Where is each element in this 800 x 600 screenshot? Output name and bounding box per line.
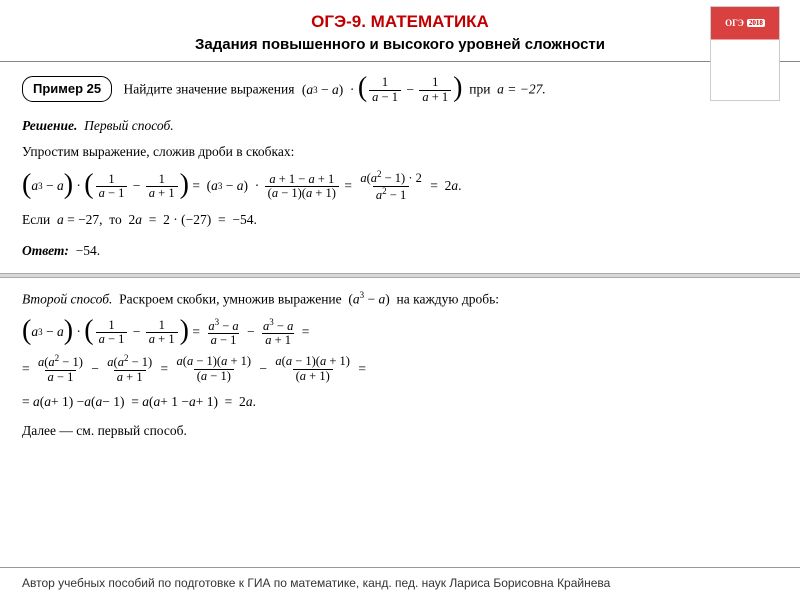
header-subtitle: Задания повышенного и высокого уровней с… xyxy=(20,36,780,53)
task-value: a = −27. xyxy=(497,81,546,96)
answer-line: Ответ: −54. xyxy=(22,240,778,263)
section-divider xyxy=(0,273,800,278)
frac-den: a − 1 xyxy=(369,90,401,105)
book-cover-thumbnail: ОГЭ 2018 xyxy=(710,6,780,101)
dalee-line: Далее — см. первый способ. xyxy=(22,420,778,443)
frac-num: 1 xyxy=(429,76,441,90)
example-badge: Пример 25 xyxy=(22,76,112,102)
equation-2b: = a(a2 − 1)a − 1 − a(a2 − 1)a + 1 = a(a … xyxy=(22,354,778,385)
header-title: ОГЭ-9. МАТЕМАТИКА xyxy=(20,12,780,32)
book-year: 2018 xyxy=(747,19,765,27)
equation-1: (a3 − a) · ( 1a − 1 − 1a + 1 ) = (a3 − a… xyxy=(22,170,778,203)
answer-label: Ответ: xyxy=(22,243,69,258)
frac-den: a + 1 xyxy=(419,90,451,105)
book-badge: ОГЭ xyxy=(725,18,744,28)
solution-heading: Решение. Первый способ. xyxy=(22,115,778,138)
equation-2c: = a(a + 1) − a(a − 1) = a(a + 1 − a + 1)… xyxy=(22,391,778,414)
frac-num: 1 xyxy=(379,76,391,90)
content-area: Пример 25 Найдите значение выражения (a3… xyxy=(0,62,800,457)
task-expression: (a3 − a) · ( 1a − 1 − 1a + 1 ) xyxy=(302,76,463,105)
example-task: Пример 25 Найдите значение выражения (a3… xyxy=(22,76,778,105)
footer-text: Автор учебных пособий по подготовке к ГИ… xyxy=(22,576,610,590)
method2-desc-b: на каждую дробь: xyxy=(397,292,500,307)
method1-desc: Упростим выражение, сложив дроби в скобк… xyxy=(22,141,778,164)
if-line: Если a = −27, то 2a = 2 · (−27) = −54. xyxy=(22,209,778,232)
method2-heading: Второй способ. Раскроем скобки, умножив … xyxy=(22,288,778,311)
method2-label: Второй способ. xyxy=(22,292,112,307)
page-header: ОГЭ-9. МАТЕМАТИКА Задания повышенного и … xyxy=(0,0,800,62)
method1-label: Первый способ. xyxy=(84,118,174,133)
equation-2a: (a3 − a) · ( 1a − 1 − 1a + 1 ) = a3 − aa… xyxy=(22,318,778,349)
task-pri: при xyxy=(469,81,490,96)
page-footer: Автор учебных пособий по подготовке к ГИ… xyxy=(0,567,800,600)
task-intro: Найдите значение выражения xyxy=(124,81,295,96)
solution-label: Решение. xyxy=(22,118,77,133)
answer-value: −54. xyxy=(76,243,101,258)
method2-desc-a: Раскроем скобки, умножив выражение xyxy=(119,292,341,307)
book-cover-body xyxy=(711,40,779,100)
